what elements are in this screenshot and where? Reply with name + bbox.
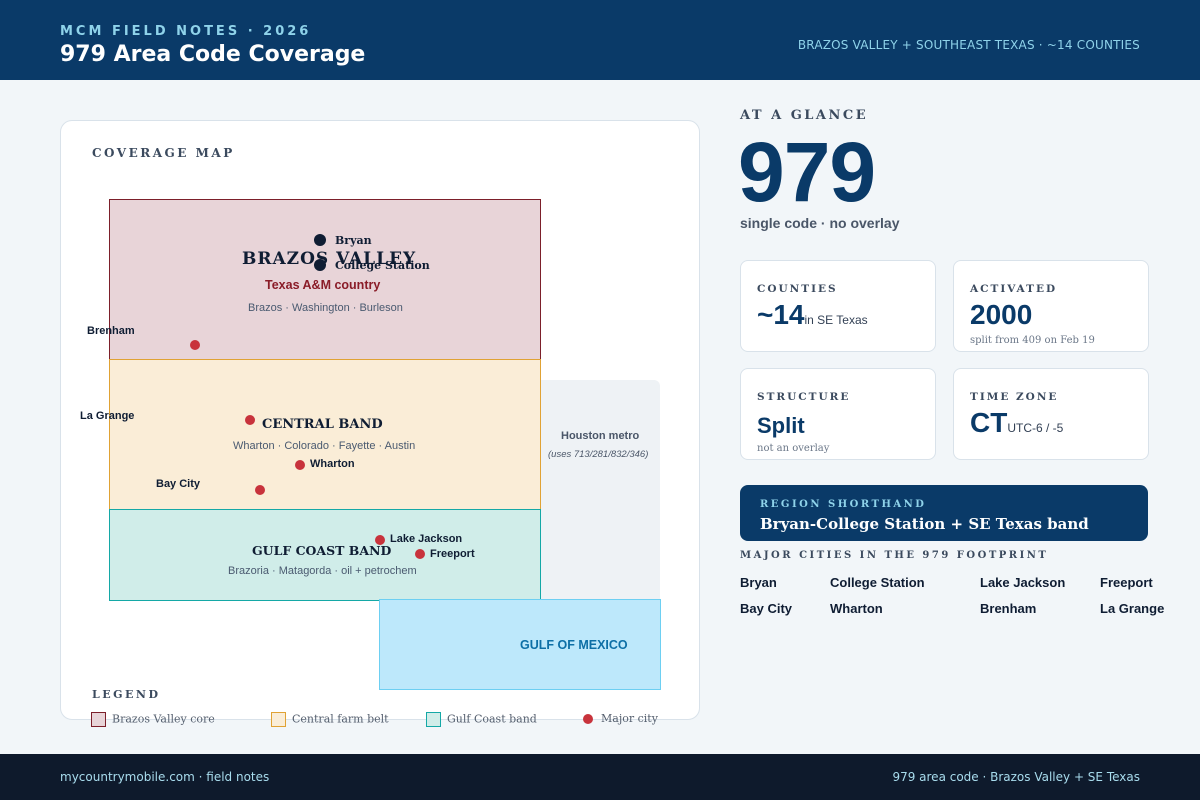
stat-card-timezone: TIME ZONE CTUTC-6 / -5: [953, 368, 1149, 460]
gulf-coast-label: GULF COAST BAND: [252, 543, 392, 558]
legend-item-brazos: Brazos Valley core: [91, 712, 215, 728]
page-title: 979 Area Code Coverage: [60, 42, 366, 67]
city-marker-freeport: [415, 549, 425, 559]
city-marker-bay-city: [255, 485, 265, 495]
city-label-college-station: College Station: [335, 259, 430, 272]
houston-metro-label: Houston metro: [561, 430, 640, 442]
city-marker-bryan: [314, 234, 326, 246]
legend-item-city: Major city: [583, 712, 658, 728]
legend-item-gulf: Gulf Coast band: [426, 712, 537, 728]
header-subtitle: BRAZOS VALLEY + SOUTHEAST TEXAS · ~14 CO…: [797, 38, 1140, 52]
footer-source: mycountrymobile.com · field notes: [60, 770, 270, 784]
stat-card-structure: STRUCTURE Split not an overlay: [740, 368, 936, 460]
gulf-counties: Brazoria · Matagorda · oil + petrochem: [228, 565, 417, 577]
major-cities-title: MAJOR CITIES IN THE 979 FOOTPRINT: [740, 550, 1049, 561]
shorthand-value: Bryan-College Station + SE Texas band: [760, 515, 1089, 533]
legend-swatch-central: [271, 712, 286, 727]
city-label-wharton: Wharton: [310, 458, 355, 470]
legend-title: LEGEND: [92, 688, 161, 701]
counties-unit: in SE Texas: [804, 313, 868, 327]
stat-label-timezone: TIME ZONE: [970, 391, 1059, 403]
page-header: MCM FIELD NOTES · 2026 979 Area Code Cov…: [0, 0, 1200, 80]
major-city-item: Wharton: [830, 601, 883, 616]
stat-value-timezone: CTUTC-6 / -5: [970, 407, 1063, 439]
shorthand-label: REGION SHORTHAND: [760, 499, 927, 510]
gulf-coast-region: [109, 509, 541, 601]
brazos-valley-label: BRAZOS VALLEY: [242, 249, 417, 269]
stat-label-activated: ACTIVATED: [970, 283, 1058, 295]
city-marker-wharton: [295, 460, 305, 470]
city-marker-college-station: [314, 259, 326, 271]
legend-label-brazos: Brazos Valley core: [112, 712, 215, 726]
page-footer: mycountrymobile.com · field notes 979 ar…: [0, 754, 1200, 800]
header-kicker: MCM FIELD NOTES · 2026: [60, 24, 312, 39]
glance-subtitle: single code · no overlay: [740, 215, 900, 231]
legend-label-central: Central farm belt: [292, 712, 389, 726]
legend-swatch-gulf: [426, 712, 441, 727]
major-city-item: Freeport: [1100, 575, 1153, 590]
coverage-map-title: COVERAGE MAP: [92, 146, 235, 160]
stat-label-structure: STRUCTURE: [757, 391, 851, 403]
major-city-item: College Station: [830, 575, 925, 590]
counties-value: ~14: [757, 299, 805, 330]
stat-label-counties: COUNTIES: [757, 283, 838, 295]
city-label-bay-city: Bay City: [156, 478, 201, 490]
stat-card-counties: COUNTIES ~14in SE Texas: [740, 260, 936, 352]
city-label-bryan: Bryan: [335, 234, 372, 247]
major-city-item: Bay City: [740, 601, 793, 616]
city-label-brenham: Brenham: [87, 325, 135, 337]
city-label-la-grange: La Grange: [80, 410, 135, 422]
houston-metro-region: [541, 380, 660, 600]
timezone-value: CT: [970, 407, 1008, 438]
gulf-of-mexico-label: GULF OF MEXICO: [520, 638, 628, 652]
legend-label-city: Major city: [601, 712, 658, 725]
city-marker-la-grange: [245, 415, 255, 425]
city-label-lake-jackson: Lake Jackson: [390, 533, 463, 545]
area-code-number: 979: [738, 125, 876, 219]
legend-swatch-brazos: [91, 712, 106, 727]
major-city-item: Lake Jackson: [980, 575, 1066, 590]
stat-card-activated: ACTIVATED 2000 split from 409 on Feb 19: [953, 260, 1149, 352]
gulf-of-mexico-region: [379, 599, 661, 690]
major-city-item: La Grange: [1100, 601, 1165, 616]
glance-kicker: AT A GLANCE: [740, 108, 869, 123]
brazos-counties: Brazos · Washington · Burleson: [248, 302, 403, 314]
legend-swatch-city: [583, 714, 593, 724]
region-shorthand-banner: REGION SHORTHAND Bryan-College Station +…: [740, 485, 1148, 541]
stat-note-structure: not an overlay: [757, 443, 830, 454]
major-city-item: Bryan: [740, 575, 777, 590]
houston-metro-note: (uses 713/281/832/346): [548, 449, 649, 460]
timezone-unit: UTC-6 / -5: [1007, 421, 1064, 435]
stat-value-structure: Split: [757, 413, 805, 438]
city-marker-lake-jackson: [375, 535, 385, 545]
central-band-label: CENTRAL BAND: [262, 417, 383, 432]
legend-item-central: Central farm belt: [271, 712, 389, 728]
stat-note-activated: split from 409 on Feb 19: [970, 335, 1095, 346]
central-counties: Wharton · Colorado · Fayette · Austin: [233, 440, 416, 452]
footer-caption: 979 area code · Brazos Valley + SE Texas: [892, 770, 1140, 784]
legend-label-gulf: Gulf Coast band: [447, 712, 537, 726]
city-marker-brenham: [190, 340, 200, 350]
city-label-freeport: Freeport: [430, 548, 475, 560]
brazos-valley-region: [109, 199, 541, 361]
brazos-tagline: Texas A&M country: [265, 278, 381, 292]
stat-value-activated: 2000: [970, 299, 1033, 330]
major-city-item: Brenham: [980, 601, 1037, 616]
stat-value-counties: ~14in SE Texas: [757, 299, 868, 331]
